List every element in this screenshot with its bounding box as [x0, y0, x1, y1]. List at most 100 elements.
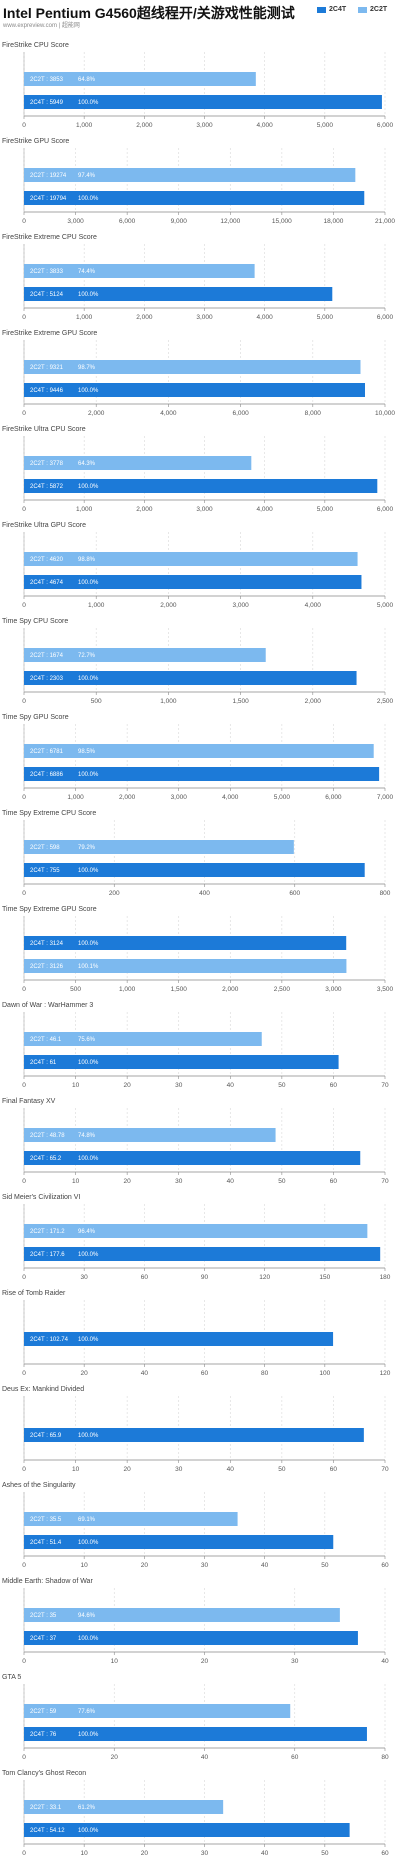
bar-percent: 100.0%	[78, 1636, 99, 1642]
chart-panel: FireStrike Extreme GPU Score 0 2,000 4,000 6…	[0, 326, 400, 422]
tick-label: 50	[278, 1178, 286, 1185]
bar-label: 2C2T : 598	[30, 845, 60, 851]
tick-label: 90	[201, 1274, 209, 1281]
tick-label: 6,000	[119, 218, 136, 225]
tick-label: 100	[319, 1370, 330, 1377]
bar-2c4t	[24, 1332, 334, 1346]
tick-label: 30	[201, 1850, 209, 1857]
bar-label: 2C2T : 48.78	[30, 1133, 65, 1139]
bar-percent: 100.0%	[78, 100, 99, 106]
tick-label: 40	[227, 1466, 235, 1473]
bar-percent: 100.0%	[78, 580, 99, 586]
bar-percent: 96.4%	[78, 1229, 96, 1235]
bar-label: 2C4T : 65.2	[30, 1156, 62, 1162]
tick-label: 60	[381, 1850, 389, 1857]
bar-2c2t	[24, 1512, 238, 1526]
bar-2c2t	[24, 1032, 262, 1046]
bar-percent: 64.3%	[78, 461, 96, 467]
chart-svg: Deus Ex: Mankind Divided 0 10 20 30 40 50 60 70 2…	[2, 1386, 389, 1473]
tick-label: 2,000	[160, 602, 177, 609]
bar-label: 2C4T : 61	[30, 1060, 57, 1066]
tick-label: 2,000	[136, 506, 153, 513]
bar-percent: 94.6%	[78, 1613, 96, 1619]
bar-label: 2C2T : 59	[30, 1709, 57, 1715]
tick-label: 2,000	[305, 698, 322, 705]
tick-label: 50	[278, 1082, 286, 1089]
tick-label: 40	[381, 1658, 389, 1665]
bar-label: 2C2T : 35	[30, 1613, 57, 1619]
tick-label: 3,000	[325, 986, 342, 993]
tick-label: 40	[201, 1754, 209, 1761]
tick-label: 150	[319, 1274, 330, 1281]
bar-2c4t	[24, 1247, 381, 1261]
chart-svg: GTA 5 0 20 40 60 80 2C2T : 59 77.6% 2C4T : 76 100…	[2, 1674, 389, 1761]
bar-label: 2C2T : 3778	[30, 461, 64, 467]
tick-label: 80	[381, 1754, 389, 1761]
chart-panel: Time Spy Extreme GPU Score 0 500 1,000 1,500…	[0, 902, 400, 998]
tick-label: 20	[141, 1850, 149, 1857]
chart-svg: Time Spy Extreme CPU Score 0 200 400 600 800 2…	[2, 810, 391, 897]
chart-panel: Time Spy CPU Score 0 500 1,000 1,500 2,000 2,5…	[0, 614, 400, 710]
bar-label: 2C2T : 33.1	[30, 1805, 62, 1811]
bar-2c4t	[24, 671, 357, 685]
tick-label: 60	[330, 1466, 338, 1473]
tick-label: 0	[22, 986, 26, 993]
bar-percent: 77.6%	[78, 1709, 96, 1715]
bar-percent: 74.8%	[78, 1133, 96, 1139]
chart-title: Time Spy CPU Score	[2, 618, 68, 625]
bar-2c4t	[24, 1428, 364, 1442]
chart-title: Time Spy Extreme CPU Score	[2, 810, 96, 817]
bar-2c4t	[24, 936, 347, 950]
tick-label: 21,000	[375, 218, 395, 225]
chart-panel: FireStrike GPU Score 0 3,000 6,000 9,000 12,0…	[0, 134, 400, 230]
bar-label: 2C4T : 5949	[30, 100, 64, 106]
bar-percent: 100.0%	[78, 1828, 99, 1834]
bar-2c4t	[24, 1535, 334, 1549]
chart-title: FireStrike GPU Score	[2, 138, 69, 145]
bar-2c4t	[24, 575, 362, 589]
bar-2c4t	[24, 287, 333, 301]
tick-label: 2,000	[136, 122, 153, 129]
tick-label: 10	[81, 1562, 89, 1569]
bar-2c2t	[24, 72, 256, 86]
chart-svg: Ashes of the Singularity 0 10 20 30 40 50 60 2C2…	[2, 1482, 389, 1569]
chart-panel: Dawn of War : WarHammer 3 0 10 20 30 40 50 60 70…	[0, 998, 400, 1094]
bar-label: 2C2T : 1674	[30, 653, 64, 659]
bar-percent: 69.1%	[78, 1517, 96, 1523]
bar-percent: 100.1%	[78, 964, 99, 970]
tick-label: 1,000	[76, 122, 93, 129]
tick-label: 50	[321, 1562, 329, 1569]
bar-2c2t	[24, 264, 255, 278]
tick-label: 0	[22, 1754, 26, 1761]
bar-2c4t	[24, 767, 380, 781]
bar-percent: 100.0%	[78, 484, 99, 490]
tick-label: 40	[227, 1082, 235, 1089]
tick-label: 60	[291, 1754, 299, 1761]
bar-2c2t	[24, 1128, 276, 1142]
tick-label: 3,000	[171, 794, 188, 801]
bar-percent: 100.0%	[78, 1252, 99, 1258]
tick-label: 0	[22, 1370, 26, 1377]
chart-title: GTA 5	[2, 1674, 21, 1681]
bar-percent: 72.7%	[78, 653, 96, 659]
bar-2c4t	[24, 863, 365, 877]
legend-swatch-2c4t	[317, 6, 326, 13]
chart-svg: Time Spy CPU Score 0 500 1,000 1,500 2,000 2,5…	[2, 618, 394, 705]
tick-label: 0	[22, 794, 26, 801]
legend-item-2c2t: 2C2T	[358, 6, 387, 13]
tick-label: 15,000	[272, 218, 292, 225]
tick-label: 0	[22, 314, 26, 321]
chart-svg: FireStrike Ultra CPU Score 0 1,000 2,000 3,0…	[2, 426, 394, 513]
bar-2c2t	[24, 1800, 224, 1814]
tick-label: 0	[22, 1274, 26, 1281]
tick-label: 40	[261, 1850, 269, 1857]
bar-2c4t	[24, 1727, 367, 1741]
bar-percent: 100.0%	[78, 1732, 99, 1738]
chart-svg: FireStrike Extreme CPU Score 0 1,000 2,000 3…	[2, 234, 394, 321]
bar-2c4t	[24, 1631, 358, 1645]
bar-2c2t	[24, 1704, 291, 1718]
chart-panel: Sid Meier's Civilization VI 0 30 60 90 120 150…	[0, 1190, 400, 1286]
bar-2c2t	[24, 1224, 368, 1238]
tick-label: 3,000	[196, 314, 213, 321]
chart-svg: FireStrike Extreme GPU Score 0 2,000 4,000 6…	[2, 330, 395, 417]
